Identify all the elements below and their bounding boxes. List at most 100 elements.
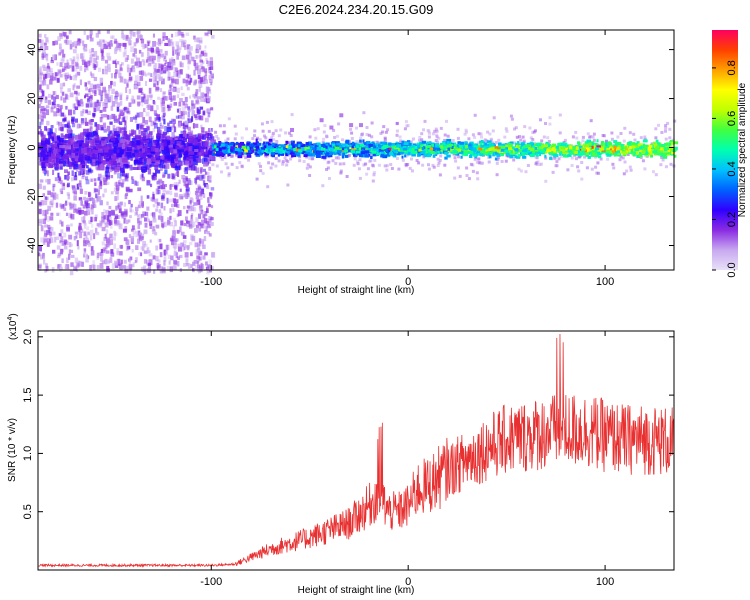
spectrogram-cell — [135, 140, 141, 146]
spectrogram-cell — [271, 131, 275, 135]
spectrogram-cell — [372, 171, 376, 175]
spectrogram-cell — [50, 70, 53, 76]
spectrogram-cell — [167, 61, 171, 68]
spectrogram-cell — [89, 34, 92, 39]
spectrogram-cell — [153, 141, 157, 145]
spectrogram-cell — [173, 102, 177, 106]
spectrogram-cell — [100, 48, 104, 54]
spectrogram-cell — [226, 166, 230, 170]
spectrogram-cell — [184, 125, 189, 129]
spectrogram-cell — [115, 264, 119, 268]
spectrogram-cell — [89, 54, 93, 59]
spectrogram-cell — [625, 169, 629, 173]
spectrogram-cell — [458, 174, 462, 178]
spectrogram-cell — [104, 93, 109, 99]
spectrogram-cell — [157, 238, 162, 243]
spectrogram-cell — [671, 138, 675, 142]
spectrogram-cell — [243, 146, 249, 150]
spectrogram-cell — [156, 180, 160, 185]
spectrogram-cell — [184, 169, 187, 175]
spectrogram-cell — [39, 84, 42, 90]
spectrogram-cell — [133, 48, 137, 54]
spectrogram-cell — [90, 204, 94, 210]
spectrogram-cell — [76, 123, 80, 129]
spectrogram-cell — [99, 181, 102, 186]
spectrogram-cell — [138, 220, 142, 225]
spectrogram-cell — [40, 118, 44, 125]
spectrogram-cell — [64, 62, 68, 68]
spectrogram-cell — [114, 48, 118, 55]
spectrogram-cell — [123, 78, 127, 84]
spectrogram-cell — [475, 160, 479, 164]
spectrogram-cell — [144, 211, 149, 216]
spectrogram-cell — [199, 106, 204, 110]
spectrogram-cell — [99, 163, 104, 170]
spectrogram-cell — [45, 37, 49, 42]
spectrogram-cell — [78, 197, 83, 201]
spectrogram-cell — [154, 154, 159, 158]
spectrogram-cell — [38, 264, 42, 269]
spectrogram-cell — [106, 30, 110, 34]
spectrogram-cell — [62, 182, 65, 187]
spectrogram-cell — [512, 158, 516, 162]
spectrogram-cell — [156, 133, 161, 139]
spectrogram-cell — [135, 231, 139, 238]
spectrogram-cell — [322, 130, 326, 134]
spectrogram-cell — [78, 222, 82, 228]
spectrogram-cell — [523, 125, 527, 129]
spectrogram-cell — [203, 158, 208, 164]
spectrogram-cell — [143, 108, 146, 113]
spectrogram-cell — [94, 214, 98, 219]
spectrogram-cell — [107, 41, 110, 47]
spectrogram-cell — [325, 168, 328, 171]
spectrogram-cell — [42, 252, 45, 259]
spectrogram-cell — [144, 217, 148, 222]
spectrogram-cell — [97, 30, 101, 35]
spectrogram-cell — [101, 136, 107, 142]
spectrogram-cell — [38, 160, 42, 166]
spectrogram-cell — [78, 154, 84, 158]
spectrogram-cell — [122, 107, 126, 112]
spectrogram-cell — [152, 41, 157, 47]
spectrogram-cell — [91, 131, 94, 137]
spectrogram-cell — [198, 87, 201, 92]
spectrogram-cell — [39, 70, 42, 76]
spectrogram-cell — [187, 126, 191, 131]
spectrogram-cell — [215, 134, 219, 138]
spectrogram-cell — [136, 30, 141, 35]
spectrogram-cell — [274, 129, 278, 133]
spectrogram-cell — [417, 142, 422, 146]
spectrogram-cell — [43, 154, 49, 161]
spectrogram-cell — [334, 156, 338, 160]
spectrogram-cell — [74, 106, 79, 110]
spectrogram-cell — [95, 134, 100, 141]
spectrogram-cell — [557, 142, 561, 146]
spectrogram-cell — [46, 152, 51, 157]
spectrogram-cell — [195, 224, 200, 229]
spectrogram-cell — [71, 159, 77, 166]
spectrogram-cell — [76, 99, 79, 104]
spectrogram-cell — [176, 44, 180, 51]
spectrogram-cell — [188, 60, 191, 65]
spectrogram-cell — [72, 84, 75, 91]
spectrogram-cell — [91, 160, 97, 167]
spectrogram-cell — [144, 80, 148, 86]
spectrogram-cell — [100, 175, 105, 181]
spectrogram-cell — [539, 118, 542, 122]
spectrogram-cell — [522, 139, 526, 143]
spectrogram-cell — [83, 237, 86, 243]
spectrogram-cell — [555, 160, 559, 164]
spectrogram-cell — [108, 149, 114, 155]
spectrogram-cell — [204, 71, 208, 76]
spectrogram-cell — [184, 167, 189, 171]
spectrogram-cell — [84, 154, 91, 160]
spectrogram-cell — [40, 254, 43, 260]
spectrogram-cell — [158, 42, 162, 47]
spectrogram-cell — [358, 176, 362, 180]
spectrogram-cell — [150, 120, 155, 127]
spectrogram-cell — [45, 159, 49, 164]
spectrogram-cell — [113, 81, 116, 87]
spectrogram-cell — [123, 163, 129, 168]
spectrogram-cell — [111, 88, 115, 94]
spectrogram-cell — [415, 159, 419, 162]
